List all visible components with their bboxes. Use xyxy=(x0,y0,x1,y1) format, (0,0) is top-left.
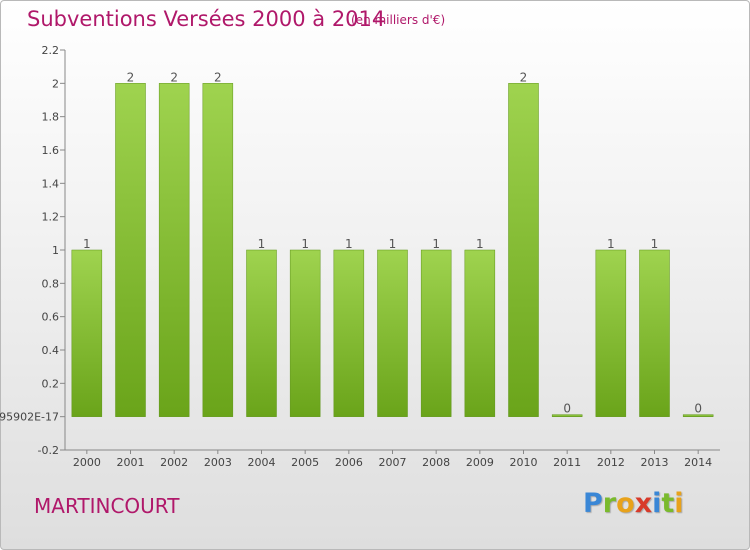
bar[interactable] xyxy=(639,249,670,417)
data-labels: 1 2 2 2 1 1 1 1 1 1 2 0 1 1 0 xyxy=(83,70,702,415)
x-tick-label: 2013 xyxy=(641,456,669,469)
y-axis: -0.2 -1.5265566588595902E-17 0.2 0.4 0.6 0.8 1… xyxy=(0,44,66,457)
x-tick-label: 2000 xyxy=(73,456,101,469)
proxiti-logo[interactable]: Proxiti xyxy=(583,488,684,519)
bar[interactable] xyxy=(333,249,365,417)
x-tick-label: 2012 xyxy=(597,456,625,469)
data-label: 0 xyxy=(694,402,702,416)
y-tick-label: 1.6 xyxy=(42,144,60,157)
y-tick-label: 0.8 xyxy=(42,277,60,290)
data-label: 1 xyxy=(301,237,309,251)
bar[interactable] xyxy=(158,83,190,417)
logo-letter: r xyxy=(602,488,617,519)
logo-letter: t xyxy=(661,488,675,519)
y-tick-label: -1.5265566588595902E-17 xyxy=(0,411,59,424)
data-label: 1 xyxy=(476,237,484,251)
bars xyxy=(71,83,714,417)
data-label: 1 xyxy=(389,237,397,251)
data-label: 2 xyxy=(170,70,178,84)
y-tick-label: 2 xyxy=(52,77,59,90)
logo-letter: x xyxy=(634,488,653,519)
y-tick-label: 1.2 xyxy=(42,211,60,224)
y-tick-label: -0.2 xyxy=(38,444,59,457)
x-tick-label: 2001 xyxy=(117,456,145,469)
data-label: 1 xyxy=(432,237,440,251)
chart-title: Subventions Versées 2000 à 2014 xyxy=(27,7,386,31)
y-tick-label: 1.4 xyxy=(42,177,60,190)
chart-unit-note: (en milliers d'€) xyxy=(351,13,446,27)
bar[interactable] xyxy=(595,249,627,417)
data-label: 1 xyxy=(651,237,659,251)
y-tick-label: 2.2 xyxy=(42,44,60,57)
bar[interactable] xyxy=(377,249,408,417)
bar[interactable] xyxy=(420,249,452,417)
bar[interactable] xyxy=(202,83,234,417)
data-label: 1 xyxy=(345,237,353,251)
bar[interactable] xyxy=(246,249,277,417)
data-label: 2 xyxy=(214,70,222,84)
x-tick-label: 2009 xyxy=(466,456,494,469)
bar[interactable] xyxy=(508,83,539,417)
bar[interactable] xyxy=(464,249,496,417)
x-tick-label: 2006 xyxy=(335,456,363,469)
y-tick-label: 0.4 xyxy=(42,344,60,357)
x-tick-label: 2014 xyxy=(684,456,712,469)
data-label: 1 xyxy=(83,237,91,251)
x-tick-label: 2011 xyxy=(553,456,581,469)
y-tick-label: 1 xyxy=(52,244,59,257)
x-tick-label: 2003 xyxy=(204,456,232,469)
bar[interactable] xyxy=(289,249,321,417)
x-axis: 2000 2001 2002 2003 2004 2005 2006 2007 2008 2009… xyxy=(65,449,720,469)
bar[interactable] xyxy=(682,414,714,417)
logo-letter: i xyxy=(674,488,684,519)
bar[interactable] xyxy=(115,83,146,417)
data-label: 2 xyxy=(520,70,528,84)
x-tick-label: 2008 xyxy=(422,456,450,469)
data-label: 0 xyxy=(563,402,571,416)
data-label: 1 xyxy=(258,237,266,251)
bar[interactable] xyxy=(71,249,103,417)
y-tick-label: 1.8 xyxy=(42,111,60,124)
x-tick-label: 2002 xyxy=(160,456,188,469)
x-tick-label: 2005 xyxy=(291,456,319,469)
y-tick-label: 0.2 xyxy=(42,377,60,390)
commune-name: MARTINCOURT xyxy=(34,494,180,518)
logo-letter: P xyxy=(583,488,603,519)
x-tick-label: 2007 xyxy=(379,456,407,469)
x-tick-label: 2004 xyxy=(248,456,276,469)
data-label: 1 xyxy=(607,237,615,251)
bar[interactable] xyxy=(551,414,583,417)
x-tick-label: 2010 xyxy=(510,456,538,469)
y-tick-label: 0.6 xyxy=(42,311,60,324)
logo-letter: o xyxy=(616,488,635,519)
data-label: 2 xyxy=(127,70,135,84)
logo-letter: i xyxy=(652,488,662,519)
